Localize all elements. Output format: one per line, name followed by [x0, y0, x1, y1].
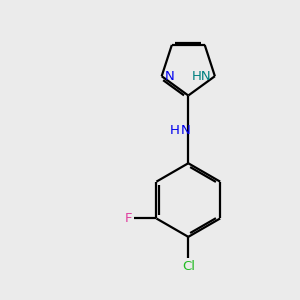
Text: HN: HN — [192, 70, 211, 83]
Text: H: H — [170, 124, 180, 137]
Text: N: N — [165, 70, 175, 83]
Text: Cl: Cl — [182, 260, 195, 273]
Text: F: F — [124, 212, 132, 225]
Text: N: N — [181, 124, 190, 137]
